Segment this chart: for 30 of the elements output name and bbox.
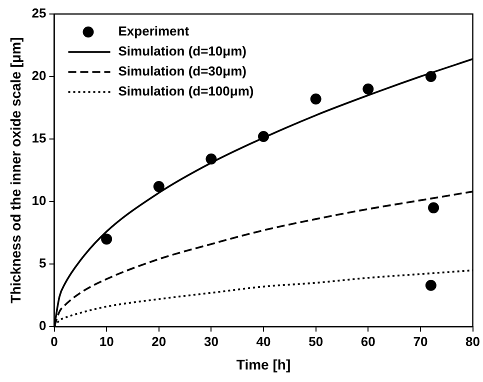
y-tick-label: 15 [32, 130, 46, 146]
point [425, 71, 436, 82]
point [425, 280, 436, 291]
x-axis-title: Time [h] [236, 356, 291, 372]
legend-label: Experiment [118, 24, 190, 39]
point [101, 234, 112, 245]
x-tick-label: 10 [99, 334, 114, 349]
x-tick-label: 0 [50, 334, 58, 349]
x-tick-label: 80 [466, 334, 480, 349]
legend-label: Simulation (d=30μm) [118, 64, 246, 79]
point [153, 181, 164, 192]
y-tick-label: 10 [32, 193, 46, 208]
legend-label: Simulation (d=10μm) [118, 44, 246, 59]
y-tick-label: 25 [32, 6, 46, 21]
point [258, 131, 270, 142]
point [362, 84, 374, 95]
y-tick-label: 20 [32, 68, 46, 84]
y-tick-label: 5 [39, 256, 46, 271]
y-tick-label: 0 [39, 318, 46, 334]
x-tick-label: 70 [413, 334, 428, 349]
point [206, 154, 217, 165]
x-tick-label: 20 [152, 334, 166, 349]
point [310, 94, 322, 105]
point [428, 202, 440, 214]
x-tick-label: 30 [204, 334, 218, 349]
y-axis-title: Thickness od the inner oxide scale [μm] [7, 37, 24, 304]
x-tick-label: 60 [360, 334, 376, 349]
legend-label: Simulation (d=100μm) [118, 84, 254, 99]
x-tick-label: 40 [256, 334, 271, 349]
x-tick-label: 50 [308, 334, 324, 349]
